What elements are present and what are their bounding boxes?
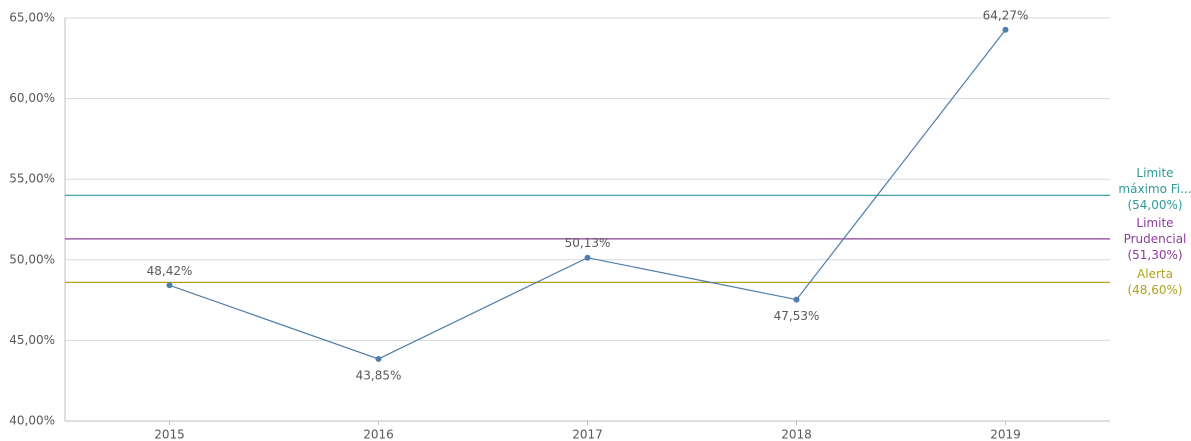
x-tick-label: 2015: [154, 428, 185, 441]
x-tick-label: 2018: [781, 428, 812, 441]
data-label: 43,85%: [356, 368, 402, 382]
data-label: 50,13%: [565, 236, 611, 250]
x-tick-label: 2017: [572, 428, 603, 441]
reference-label: Limite Prudencial (51,30%): [1123, 215, 1187, 262]
reference-label: Limite máximo Fi... (54,00%): [1118, 165, 1191, 212]
y-tick-label: 40,00%: [9, 414, 55, 428]
data-point: [584, 254, 591, 261]
data-point: [793, 296, 800, 303]
x-tick-label: 2019: [990, 428, 1021, 441]
y-tick-label: 55,00%: [9, 172, 55, 186]
data-point: [375, 355, 382, 362]
y-tick-label: 65,00%: [9, 11, 55, 25]
x-tick-label: 2016: [363, 428, 394, 441]
data-label: 48,42%: [147, 264, 193, 278]
y-tick-label: 60,00%: [9, 91, 55, 105]
y-tick-label: 45,00%: [9, 333, 55, 347]
data-label: 64,27%: [983, 8, 1029, 22]
data-point: [166, 282, 173, 289]
reference-label: Alerta (48,60%): [1127, 267, 1183, 298]
data-label: 47,53%: [774, 309, 820, 323]
line-series: [169, 29, 1006, 360]
data-point: [1002, 26, 1009, 33]
y-tick-label: 50,00%: [9, 252, 55, 266]
